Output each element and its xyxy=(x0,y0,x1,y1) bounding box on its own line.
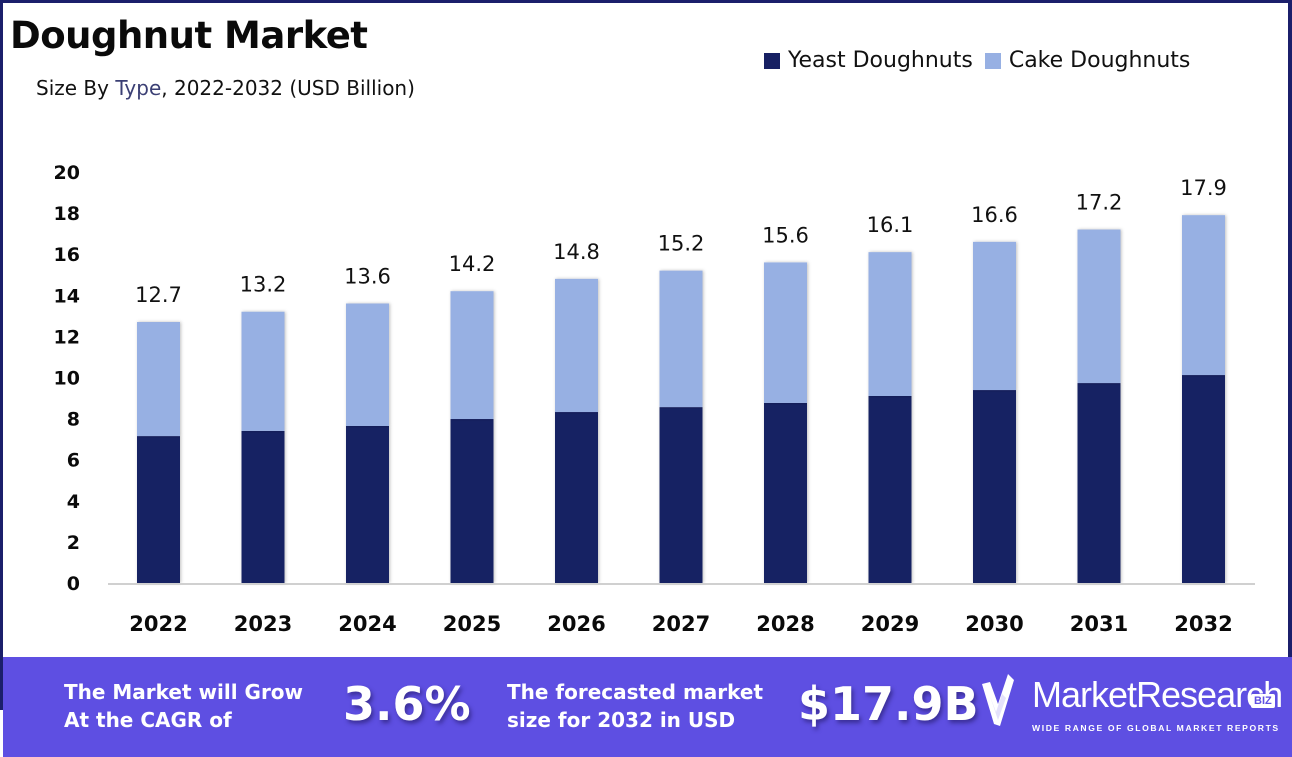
bar-segment-cake-2028 xyxy=(764,262,807,403)
legend-label-cake: Cake Doughnuts xyxy=(1008,48,1191,73)
chart-subtitle: Size By Type, 2022-2032 (USD Billion) xyxy=(36,76,415,100)
y-tick-label: 6 xyxy=(67,450,80,472)
forecast-caption: The forecasted market size for 2032 in U… xyxy=(507,678,763,734)
bar-segment-cake-2027 xyxy=(659,270,703,408)
bar-segment-yeast-2029 xyxy=(868,395,912,583)
subtitle-segment: Type xyxy=(115,76,162,100)
y-tick-label: 10 xyxy=(54,368,80,390)
total-data-label: 12.7 xyxy=(135,283,182,307)
chart-title: Doughnut Market xyxy=(10,14,368,57)
bar-segment-cake-2024 xyxy=(346,303,389,426)
footer-banner xyxy=(3,657,1292,757)
x-tick-label: 2031 xyxy=(1070,612,1128,636)
total-data-label: 14.2 xyxy=(449,252,496,276)
x-tick-label: 2029 xyxy=(861,612,919,636)
x-tick-label: 2026 xyxy=(547,612,605,636)
bar-segment-cake-2025 xyxy=(450,291,494,420)
x-tick-label: 2030 xyxy=(965,612,1023,636)
bar-segment-cake-2026 xyxy=(555,278,598,413)
bar-segment-cake-2022 xyxy=(137,322,180,437)
forecast-caption-line2: size for 2032 in USD xyxy=(507,708,736,732)
y-tick-label: 16 xyxy=(54,244,80,266)
legend-item-yeast: Yeast Doughnuts xyxy=(764,48,973,73)
bar-segment-yeast-2023 xyxy=(241,430,285,583)
bar-segment-yeast-2027 xyxy=(659,407,703,583)
bar-segment-cake-2030 xyxy=(973,241,1016,391)
subtitle-prefix: Size By xyxy=(36,76,116,100)
total-data-label: 13.6 xyxy=(344,265,391,289)
bars xyxy=(137,215,1225,583)
x-tick-label: 2025 xyxy=(443,612,501,636)
total-data-label: 14.8 xyxy=(553,240,600,264)
bar-segment-yeast-2025 xyxy=(450,419,494,583)
legend-swatch-yeast xyxy=(764,52,780,69)
cagr-value: 3.6% xyxy=(343,677,471,731)
y-tick-label: 20 xyxy=(54,162,80,184)
y-tick-label: 18 xyxy=(54,203,80,225)
bar-segment-cake-2023 xyxy=(241,311,285,431)
x-tick-label: 2022 xyxy=(129,612,187,636)
y-tick-label: 4 xyxy=(67,491,80,513)
data-labels: 12.7 13.2 13.6 14.2 14.8 15.2 15.6 16.1 16.6 17.2… xyxy=(135,176,1227,307)
bar-segment-cake-2029 xyxy=(868,252,912,396)
bar-segment-yeast-2024 xyxy=(346,425,389,583)
total-data-label: 17.9 xyxy=(1180,176,1227,200)
cagr-caption: The Market will Grow At the CAGR of xyxy=(64,678,303,734)
brand-name: MarketResearch xyxy=(1032,674,1283,715)
forecast-caption-line1: The forecasted market xyxy=(507,680,764,704)
y-tick-label: 2 xyxy=(67,532,80,554)
legend: Yeast Doughnuts Cake Doughnuts xyxy=(764,48,1202,73)
y-tick-label: 0 xyxy=(67,573,80,595)
total-data-label: 15.6 xyxy=(762,223,809,247)
y-tick-label: 8 xyxy=(67,409,80,431)
bar-segment-yeast-2032 xyxy=(1182,375,1225,583)
chart-frame xyxy=(0,0,1292,710)
brand-logo-icon xyxy=(982,674,1014,726)
brand-tagline: WIDE RANGE OF GLOBAL MARKET REPORTS xyxy=(1032,723,1280,733)
total-data-label: 16.1 xyxy=(867,213,914,237)
cagr-caption-line2: At the CAGR of xyxy=(64,708,232,732)
subtitle-suffix: , 2022-2032 (USD Billion) xyxy=(161,76,415,100)
forecast-value: $17.9B xyxy=(798,677,979,731)
total-data-label: 16.6 xyxy=(971,203,1018,227)
y-tick-label: 14 xyxy=(54,285,80,307)
bar-segment-yeast-2026 xyxy=(555,412,598,583)
x-tick-label: 2023 xyxy=(234,612,292,636)
y-axis: 0 2 4 6 8 10 12 14 16 18 20 xyxy=(54,162,80,595)
legend-item-cake: Cake Doughnuts xyxy=(984,48,1191,73)
brand-suffix-badge: BIZ xyxy=(1251,694,1275,708)
x-axis: 2022 2023 2024 2025 2026 2027 2028 2029 2030 2031… xyxy=(129,612,1232,636)
total-data-label: 17.2 xyxy=(1076,191,1123,215)
cagr-caption-line1: The Market will Grow xyxy=(64,680,304,704)
total-data-label: 13.2 xyxy=(240,273,287,297)
bar-segment-yeast-2031 xyxy=(1077,383,1121,583)
bar-segment-yeast-2030 xyxy=(973,390,1016,583)
bar-segment-yeast-2028 xyxy=(764,402,807,583)
legend-label-yeast: Yeast Doughnuts xyxy=(788,48,973,73)
x-tick-label: 2028 xyxy=(756,612,814,636)
x-tick-label: 2027 xyxy=(652,612,710,636)
y-tick-label: 12 xyxy=(54,326,80,348)
bar-segment-yeast-2022 xyxy=(137,436,180,583)
bar-segment-cake-2032 xyxy=(1182,215,1225,376)
bar-segment-cake-2031 xyxy=(1077,229,1121,384)
x-tick-label: 2024 xyxy=(338,612,396,636)
total-data-label: 15.2 xyxy=(658,232,705,256)
x-tick-label: 2032 xyxy=(1174,612,1232,636)
legend-swatch-cake xyxy=(984,52,1001,69)
